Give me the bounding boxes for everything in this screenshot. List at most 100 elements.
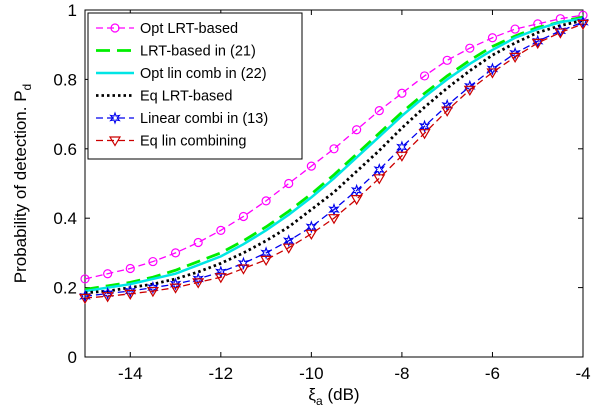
y-axis-label-text: Probability of detection. P xyxy=(11,90,30,283)
series-line xyxy=(84,14,584,280)
data-point-circle xyxy=(374,106,384,116)
data-point-triangle xyxy=(509,52,522,64)
y-tick-label: 0.4 xyxy=(53,209,77,228)
data-point-star xyxy=(282,234,295,248)
y-axis-label: Probability of detection. Pd xyxy=(11,84,34,283)
x-tick-label: -6 xyxy=(485,364,500,383)
series-line xyxy=(84,21,584,297)
data-point-triangle xyxy=(78,293,92,305)
data-point-triangle xyxy=(327,214,341,225)
data-point-triangle xyxy=(237,264,250,275)
legend-label: Eq lin combining xyxy=(140,134,246,150)
series-line xyxy=(84,15,584,291)
data-point-triangle xyxy=(169,283,182,294)
data-point-circle xyxy=(352,125,362,135)
data-point-star xyxy=(192,272,204,286)
y-tick-label: 1 xyxy=(68,1,77,20)
data-point-circle xyxy=(306,161,316,171)
y-tick-label: 0.2 xyxy=(53,279,77,298)
x-axis-label: ξa (dB) xyxy=(308,385,359,408)
series-3 xyxy=(84,17,584,293)
data-point-triangle xyxy=(260,255,273,267)
legend-label: Linear combi in (13) xyxy=(140,111,268,127)
data-point-star xyxy=(147,280,159,295)
x-tick-label: -10 xyxy=(299,364,324,383)
data-point-triangle xyxy=(192,278,205,289)
legend: Opt LRT-based LRT-based in (21) Opt lin co… xyxy=(87,12,303,160)
data-point-circle xyxy=(110,23,120,33)
data-point-circle xyxy=(193,237,203,248)
legend-label: LRT-based in (21) xyxy=(140,44,256,60)
series-1 xyxy=(80,10,588,284)
series-line xyxy=(84,19,584,295)
legend-box xyxy=(87,12,303,160)
data-point-triangle xyxy=(418,129,431,140)
data-point-triangle xyxy=(531,38,544,50)
x-axis-ticks: -14 -12 -10 -8 -6 -4 xyxy=(118,10,591,383)
data-point-circle xyxy=(510,24,520,34)
data-point-star xyxy=(260,246,272,260)
y-axis-ticks: 0 0.2 0.4 0.6 0.8 1 xyxy=(53,1,583,367)
series-line xyxy=(84,17,584,293)
data-point-triangle xyxy=(441,106,454,117)
data-point-triangle xyxy=(373,174,386,185)
data-point-circle xyxy=(261,196,271,206)
x-axis-label-symbol: ξ xyxy=(308,385,316,404)
data-point-triangle xyxy=(124,289,137,301)
data-point-star xyxy=(418,119,431,133)
x-tick-label: -14 xyxy=(118,364,143,383)
data-point-circle xyxy=(80,274,90,284)
y-tick-label: 0 xyxy=(68,348,77,367)
data-point-triangle xyxy=(108,136,122,147)
data-point-circle xyxy=(487,33,498,43)
legend-label: Eq LRT-based xyxy=(140,89,232,105)
data-point-triangle xyxy=(101,292,114,303)
data-point-triangle xyxy=(214,273,227,284)
data-point-star xyxy=(464,79,476,93)
data-point-triangle xyxy=(146,286,159,298)
data-point-circle xyxy=(125,263,135,274)
legend-label: Opt lin comb in (22) xyxy=(140,66,267,82)
data-point-circle xyxy=(238,211,249,222)
x-tick-label: -8 xyxy=(394,364,409,383)
data-point-circle xyxy=(442,55,452,65)
data-point-triangle xyxy=(554,28,567,39)
data-point-star xyxy=(79,289,91,303)
data-point-triangle xyxy=(576,19,590,31)
data-point-star xyxy=(124,284,137,298)
data-point-circle xyxy=(216,225,226,235)
data-point-circle xyxy=(148,256,158,267)
data-point-triangle xyxy=(486,68,499,79)
data-point-triangle xyxy=(395,151,408,162)
data-point-star xyxy=(554,24,567,38)
series-layer xyxy=(78,10,590,305)
data-point-circle xyxy=(329,144,339,154)
data-point-star xyxy=(169,277,182,291)
legend-label: Opt LRT-based xyxy=(140,21,238,37)
y-tick-label: 0.8 xyxy=(53,70,77,89)
data-point-triangle xyxy=(305,229,318,240)
x-tick-label: -12 xyxy=(209,364,234,383)
data-point-circle xyxy=(170,248,181,258)
data-point-triangle xyxy=(350,195,363,206)
data-point-circle xyxy=(103,269,113,279)
data-point-star xyxy=(509,46,521,61)
data-point-star xyxy=(109,111,121,125)
data-point-circle xyxy=(419,71,430,81)
data-point-star xyxy=(486,62,499,76)
data-point-star xyxy=(577,15,589,29)
x-axis-label-unit: (dB) xyxy=(323,385,360,404)
data-point-circle xyxy=(397,88,407,98)
x-tick-label: -4 xyxy=(575,364,590,383)
data-point-circle xyxy=(284,178,294,189)
series-5 xyxy=(79,15,589,303)
y-tick-label: 0.6 xyxy=(53,140,77,159)
series-2 xyxy=(84,15,584,291)
data-point-star xyxy=(305,220,318,234)
series-6 xyxy=(78,19,590,305)
data-point-circle xyxy=(465,43,475,53)
data-point-star xyxy=(531,34,544,48)
data-point-star xyxy=(101,286,114,301)
data-point-triangle xyxy=(282,243,295,254)
